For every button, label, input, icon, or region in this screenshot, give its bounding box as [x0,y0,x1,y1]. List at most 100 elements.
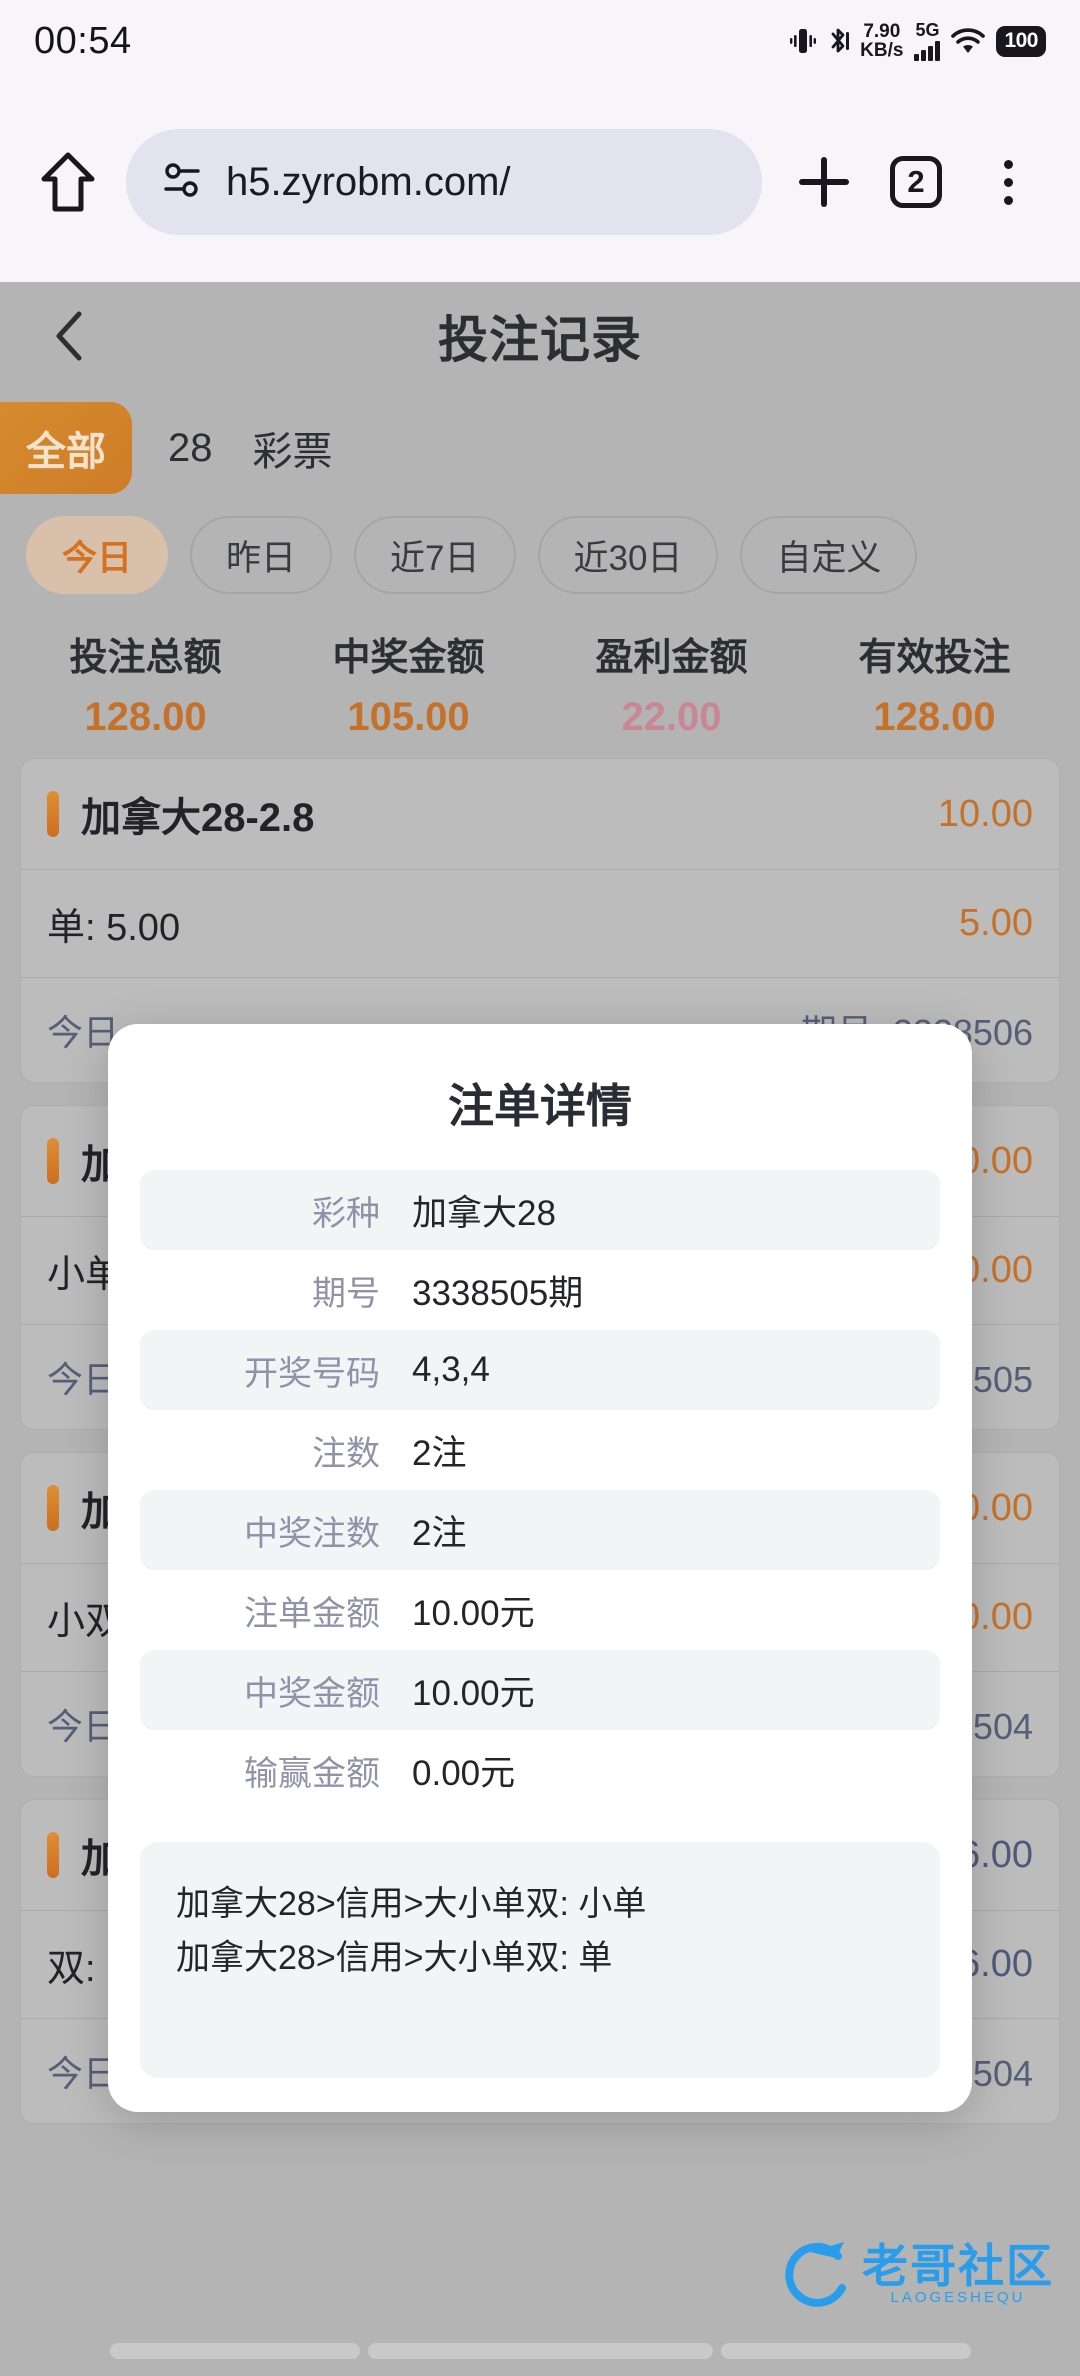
accent-bar-icon [47,1138,59,1184]
stat-cell: 盈利金额 22.00 [540,626,803,740]
plus-icon[interactable] [778,153,870,211]
nav-back-button[interactable] [109,2343,360,2359]
battery-icon: 100 [996,25,1046,57]
watermark-subtext: LAOGESHEQU [890,2288,1026,2306]
lottery-type-count: 28 [168,425,213,470]
bet-card-pick-row: 单: 5.00 5.00 [21,870,1059,978]
bet-lottery-name: 加拿大28-2.8 [81,796,315,840]
modal-detail-line: 加拿大28>信用>大小单双: 小单 [176,1885,647,1923]
bet-detail-modal: 注单详情 彩种 加拿大28 期号 3338505期 开奖号码 4,3,4 注数 2注 中奖注数 2… [108,1024,972,2112]
lottery-type-label[interactable]: 彩票 [252,430,333,474]
stat-value: 128.00 [84,695,207,739]
modal-row-label: 中奖金额 [244,1674,380,1713]
date-filter-chip[interactable]: 自定义 [740,516,918,594]
chevron-left-icon[interactable] [40,306,100,366]
modal-row-label: 开奖号码 [244,1354,380,1393]
stats-summary-row: 投注总额 128.00 中奖金额 105.00 盈利金额 22.00 有效投注 128.00 [0,614,1080,748]
bet-day-label: 今日 [47,1359,120,1400]
stat-label: 有效投注 [858,637,1011,679]
vibrate-icon [790,26,817,56]
menu-dots[interactable] [1003,159,1013,205]
modal-detail-row: 注数 2注 [140,1410,940,1490]
nav-recents-button[interactable] [720,2343,971,2359]
bet-total-amount: 10.00 [937,792,1033,835]
modal-row-label: 彩种 [312,1194,380,1233]
chrome-toolbar: h5.zyrobm.com/ 2 [0,82,1080,282]
stat-value: 105.00 [347,695,470,739]
modal-detail-row: 中奖金额 10.00元 [140,1650,940,1730]
modal-row-label: 期号 [312,1274,380,1313]
wifi-icon [951,27,986,55]
net-speed-value: 7.90 [863,21,901,42]
modal-row-value: 10.00元 [412,1593,535,1633]
modal-row-label: 注单金额 [244,1594,380,1633]
stat-label: 中奖金额 [332,637,485,679]
page-title: 投注记录 [438,312,642,368]
modal-row-value: 2注 [412,1433,467,1473]
filter-chip-all[interactable]: 全部 [0,402,132,494]
stat-value: 128.00 [873,695,996,739]
watermark-logo-icon [785,2242,846,2307]
modal-row-value: 3338505期 [412,1273,584,1313]
modal-detail-row: 开奖号码 4,3,4 [140,1330,940,1410]
modal-row-value: 2注 [412,1513,467,1553]
stat-label: 投注总额 [69,637,222,679]
app-header: 投注记录 [0,282,1080,390]
webpage-viewport: 投注记录 全部 28 彩票 今日 昨日 近7日 近30日 自定义 投注总额 128.00 中… [0,282,1080,2376]
network-speed-indicator: 7.90 KB/s [860,22,903,60]
url-text[interactable]: h5.zyrobm.com/ [226,159,511,204]
date-filter-chip[interactable]: 今日 [26,516,169,594]
modal-detail-row: 注单金额 10.00元 [140,1570,940,1650]
modal-overlay[interactable]: 注单详情 彩种 加拿大28 期号 3338505期 开奖号码 4,3,4 注数 2注 中奖注数 2… [0,282,1080,2376]
stat-label: 盈利金额 [595,637,748,679]
modal-row-label: 注数 [312,1434,380,1473]
watermark-text: 老哥社区 [862,2239,1054,2292]
modal-row-value: 加拿大28 [412,1193,556,1233]
stat-value: 22.00 [621,695,722,739]
date-filter-chip[interactable]: 近30日 [537,516,719,594]
status-icon-group: 7.90 KB/s 5G 100 [790,21,1046,61]
bet-pick-amount: 5.00 [959,902,1033,944]
modal-title: 注单详情 [448,1080,632,1132]
bet-day-label: 今日 [47,1012,120,1053]
bluetooth-icon [827,26,850,56]
signal-bars-icon: 5G [914,20,941,61]
modal-bet-content-box: 加拿大28>信用>大小单双: 小单 加拿大28>信用>大小单双: 单 [140,1842,940,2078]
tab-count[interactable]: 2 [890,156,942,208]
signal-bars [914,39,941,61]
bet-card-header[interactable]: 加拿大28-2.8 10.00 [21,759,1059,870]
modal-detail-row: 彩种 加拿大28 [140,1170,940,1250]
date-filter-chip[interactable]: 近7日 [354,516,516,594]
net-speed-unit: KB/s [860,40,904,61]
date-filter-chip[interactable]: 昨日 [190,516,333,594]
date-filter-row: 今日 昨日 近7日 近30日 自定义 [0,500,1080,614]
accent-bar-icon [47,1485,59,1531]
network-type-label: 5G [915,20,940,40]
stat-cell: 有效投注 128.00 [803,626,1066,740]
bet-pick-text: 单: 5.00 [47,907,181,949]
android-status-bar: 00:54 7.90 KB/s 5G 100 [0,0,1080,82]
modal-row-value: 0.00元 [412,1753,516,1793]
more-vertical-icon[interactable] [962,159,1054,205]
bet-day-label: 今日 [47,2053,120,2094]
home-icon[interactable] [26,151,110,213]
accent-bar-icon [47,1832,59,1878]
omnibox[interactable]: h5.zyrobm.com/ [126,129,762,235]
modal-row-label: 中奖注数 [244,1514,380,1553]
bet-day-label: 今日 [47,1706,120,1747]
modal-row-label: 输赢金额 [244,1754,380,1793]
lottery-type-row: 全部 28 彩票 [0,390,1080,500]
nav-home-button[interactable] [367,2343,713,2359]
tune-icon[interactable] [160,158,204,207]
accent-bar-icon [47,791,59,837]
modal-detail-rows: 彩种 加拿大28 期号 3338505期 开奖号码 4,3,4 注数 2注 中奖注数 2注 注单金额… [108,1170,972,1810]
stat-cell: 投注总额 128.00 [14,626,277,740]
modal-row-value: 4,3,4 [412,1350,490,1389]
tab-switcher-button[interactable]: 2 [870,156,962,208]
modal-row-value: 10.00元 [412,1673,535,1713]
modal-detail-line: 加拿大28>信用>大小单双: 单 [176,1938,613,1977]
android-nav-bar [0,2326,1080,2376]
modal-detail-row: 期号 3338505期 [140,1250,940,1330]
status-clock: 00:54 [34,19,132,62]
site-watermark: 老哥社区 LAOGESHEQU [780,2236,1054,2312]
